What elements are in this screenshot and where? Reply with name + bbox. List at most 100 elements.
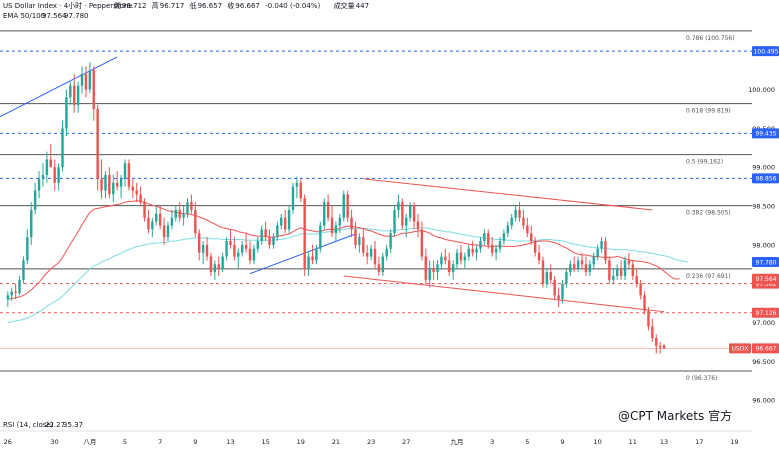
candle-body[interactable] <box>174 209 177 218</box>
candle-body[interactable] <box>412 206 416 222</box>
candle-body[interactable] <box>57 167 60 183</box>
candle-body[interactable] <box>651 326 654 339</box>
candle-body[interactable] <box>373 248 377 265</box>
candle-body[interactable] <box>416 221 420 230</box>
candle-body[interactable] <box>471 248 474 253</box>
candle-body[interactable] <box>6 295 10 300</box>
candle-body[interactable] <box>217 264 220 269</box>
candle-body[interactable] <box>334 225 338 234</box>
candle-body[interactable] <box>280 217 283 226</box>
candle-body[interactable] <box>158 213 162 226</box>
candle-body[interactable] <box>26 237 29 261</box>
candle-body[interactable] <box>61 128 64 168</box>
candle-body[interactable] <box>295 182 299 187</box>
candle-body[interactable] <box>10 291 13 296</box>
candle-body[interactable] <box>76 85 80 106</box>
candle-body[interactable] <box>108 174 111 195</box>
candle-body[interactable] <box>612 275 615 280</box>
candle-body[interactable] <box>346 194 349 218</box>
candle-body[interactable] <box>393 209 396 234</box>
candle-body[interactable] <box>299 182 302 199</box>
candle-body[interactable] <box>627 260 631 265</box>
candle-body[interactable] <box>88 70 92 90</box>
candle-body[interactable] <box>541 260 545 284</box>
candle-body[interactable] <box>237 252 240 257</box>
candle-body[interactable] <box>151 221 154 230</box>
candle-body[interactable] <box>233 244 236 257</box>
candle-body[interactable] <box>549 272 552 280</box>
candle-body[interactable] <box>522 217 525 226</box>
candle-body[interactable] <box>537 252 541 261</box>
candle-body[interactable] <box>518 209 521 218</box>
level-price-tag[interactable]: 98.856 <box>752 173 779 184</box>
candle-body[interactable] <box>588 264 592 273</box>
candle-body[interactable] <box>240 244 244 253</box>
level-price-tag[interactable]: 97.126 <box>752 307 779 318</box>
candle-body[interactable] <box>526 225 529 234</box>
candle-body[interactable] <box>459 252 463 261</box>
candle-body[interactable] <box>475 248 478 253</box>
candle-body[interactable] <box>502 233 506 242</box>
candle-body[interactable] <box>33 190 37 210</box>
candle-body[interactable] <box>37 178 41 191</box>
candle-body[interactable] <box>69 85 72 98</box>
candle-body[interactable] <box>444 256 447 261</box>
candle-body[interactable] <box>354 229 357 245</box>
candle-body[interactable] <box>330 217 334 234</box>
candle-body[interactable] <box>22 260 25 280</box>
candle-body[interactable] <box>229 241 232 245</box>
candle-body[interactable] <box>256 241 260 249</box>
candle-body[interactable] <box>514 209 517 218</box>
candle-body[interactable] <box>569 264 572 273</box>
candle-body[interactable] <box>84 74 88 90</box>
candle-body[interactable] <box>494 248 498 253</box>
candle-body[interactable] <box>498 241 502 249</box>
candle-body[interactable] <box>186 202 189 214</box>
candle-body[interactable] <box>631 264 635 276</box>
candle-body[interactable] <box>576 260 580 269</box>
candle-body[interactable] <box>264 229 267 238</box>
candle-body[interactable] <box>100 178 103 191</box>
candle-body[interactable] <box>323 202 326 226</box>
candle-body[interactable] <box>30 209 33 238</box>
candle-body[interactable] <box>139 194 142 203</box>
candle-body[interactable] <box>45 159 49 175</box>
candle-body[interactable] <box>510 217 513 226</box>
candle-body[interactable] <box>147 217 150 230</box>
candle-body[interactable] <box>49 159 52 168</box>
candle-body[interactable] <box>487 233 490 245</box>
candle-body[interactable] <box>635 275 638 284</box>
candle-body[interactable] <box>276 225 279 238</box>
candle-body[interactable] <box>608 260 611 280</box>
candle-body[interactable] <box>178 209 181 218</box>
candle-body[interactable] <box>283 217 287 230</box>
candle-body[interactable] <box>662 344 666 349</box>
candle-body[interactable] <box>467 248 470 257</box>
candle-body[interactable] <box>369 248 373 257</box>
candle-body[interactable] <box>436 264 439 273</box>
candle-body[interactable] <box>112 182 115 195</box>
candle-body[interactable] <box>573 264 576 269</box>
candle-body[interactable] <box>311 256 314 261</box>
candle-body[interactable] <box>272 237 275 245</box>
candle-body[interactable] <box>362 237 365 253</box>
candle-body[interactable] <box>490 244 494 253</box>
candle-body[interactable] <box>385 248 388 257</box>
candle-body[interactable] <box>65 97 68 129</box>
trend-line[interactable] <box>249 233 356 275</box>
candle-body[interactable] <box>506 225 510 234</box>
candle-body[interactable] <box>115 182 119 187</box>
candle-body[interactable] <box>127 163 131 187</box>
candle-body[interactable] <box>143 202 146 218</box>
candle-body[interactable] <box>244 244 248 249</box>
candle-body[interactable] <box>377 264 381 273</box>
candle-body[interactable] <box>428 268 431 280</box>
candle-body[interactable] <box>358 237 361 245</box>
candle-body[interactable] <box>209 256 213 273</box>
candle-body[interactable] <box>408 206 412 218</box>
candle-body[interactable] <box>365 252 369 257</box>
candle-body[interactable] <box>194 209 197 234</box>
candle-body[interactable] <box>198 233 201 253</box>
candle-body[interactable] <box>658 345 662 348</box>
candle-body[interactable] <box>619 268 623 276</box>
